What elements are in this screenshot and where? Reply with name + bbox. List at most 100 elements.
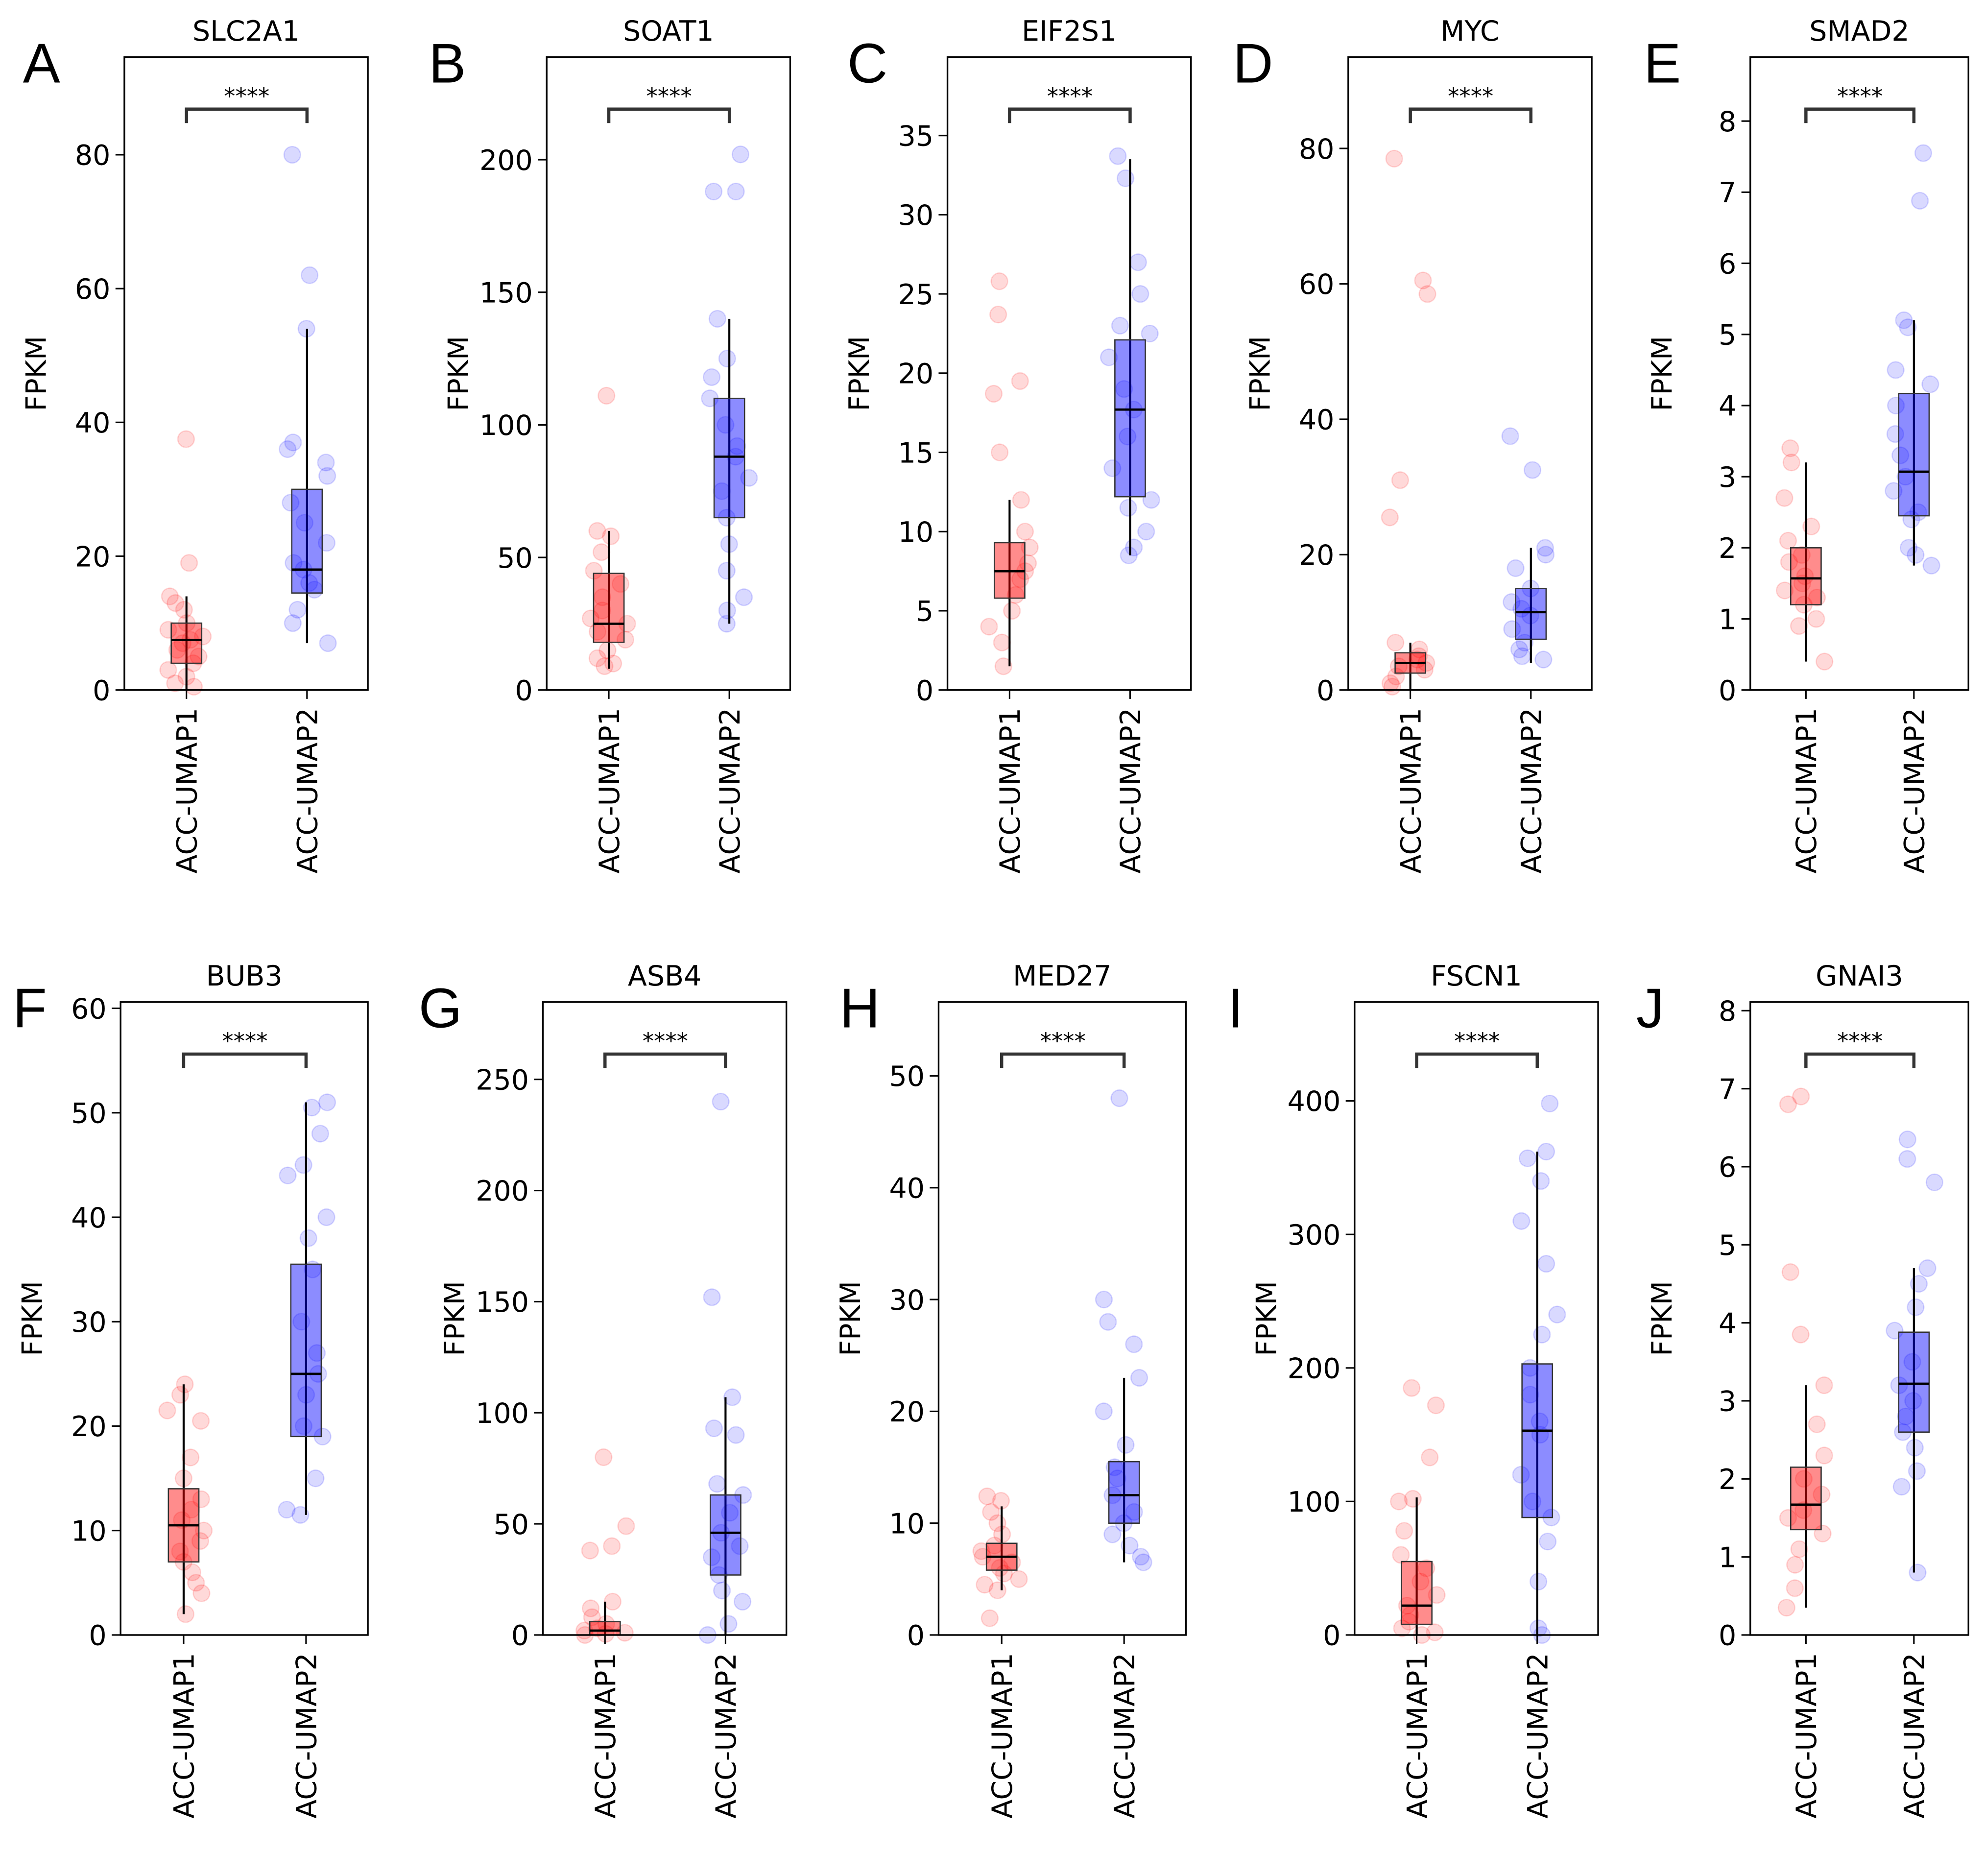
plot-frame bbox=[1749, 56, 1969, 691]
data-point bbox=[1898, 1130, 1916, 1149]
y-tick-label: 100 bbox=[1288, 1486, 1341, 1518]
y-tick-label: 10 bbox=[889, 1508, 925, 1540]
data-point bbox=[1120, 546, 1138, 564]
y-tick-label: 0 bbox=[1719, 1620, 1736, 1652]
y-tick-label: 80 bbox=[75, 140, 111, 172]
group-acc-umap2 bbox=[1512, 1094, 1566, 1644]
data-point bbox=[299, 1229, 317, 1247]
plot-frame bbox=[1749, 1001, 1969, 1636]
data-point bbox=[318, 1093, 336, 1111]
y-axis-label: FPKM bbox=[843, 336, 876, 411]
data-point bbox=[1922, 556, 1940, 575]
significance-label: **** bbox=[1448, 83, 1493, 109]
y-tick-label: 60 bbox=[71, 993, 107, 1025]
data-point bbox=[1515, 633, 1534, 652]
panel-title: SLC2A1 bbox=[192, 15, 300, 48]
data-point bbox=[168, 641, 186, 659]
data-point bbox=[159, 621, 177, 639]
panel-letter: C bbox=[847, 32, 887, 95]
data-point bbox=[1537, 1142, 1555, 1161]
data-point bbox=[1533, 1325, 1551, 1344]
y-tick-label: 0 bbox=[907, 1620, 925, 1652]
data-point bbox=[1103, 459, 1122, 478]
data-point bbox=[1418, 285, 1436, 303]
data-point bbox=[1792, 1325, 1810, 1344]
panel-letter: B bbox=[429, 32, 466, 95]
data-point bbox=[283, 145, 301, 164]
data-point bbox=[733, 1592, 752, 1611]
data-point bbox=[307, 1469, 325, 1488]
data-point bbox=[718, 601, 736, 620]
data-point bbox=[1886, 425, 1904, 443]
data-point bbox=[994, 657, 1012, 675]
data-point bbox=[1892, 1478, 1911, 1496]
panel-c: C EIF2S1 FPKM 0 5 10 15 20 25 30 35 ACC-UMAP1 ACC-UM… bbox=[843, 15, 1192, 874]
x-tick-label: ACC-UMAP2 bbox=[1899, 708, 1931, 874]
data-point bbox=[1428, 1586, 1446, 1604]
data-point bbox=[317, 1208, 335, 1227]
data-point bbox=[1012, 491, 1030, 509]
data-point bbox=[1141, 324, 1159, 343]
y-tick-label: 4 bbox=[1719, 1307, 1736, 1340]
data-point bbox=[1132, 1548, 1150, 1566]
group-acc-umap1 bbox=[158, 1375, 213, 1623]
significance-label: **** bbox=[643, 1028, 688, 1055]
data-point bbox=[317, 454, 335, 472]
data-point bbox=[735, 588, 753, 606]
data-point bbox=[1794, 1501, 1813, 1519]
data-point bbox=[988, 1581, 1006, 1599]
data-point bbox=[1908, 1462, 1926, 1480]
data-point bbox=[991, 443, 1009, 461]
plot-frame bbox=[123, 56, 369, 691]
data-point bbox=[1907, 546, 1925, 564]
y-tick-label: 5 bbox=[1719, 1229, 1736, 1262]
data-point bbox=[192, 1584, 211, 1602]
panel-title: SOAT1 bbox=[623, 15, 714, 48]
data-point bbox=[1501, 427, 1519, 445]
y-tick-label: 15 bbox=[898, 437, 934, 469]
data-point bbox=[291, 1506, 310, 1524]
x-tick-label: ACC-UMAP1 bbox=[1791, 708, 1823, 874]
data-point bbox=[1381, 674, 1400, 693]
data-point bbox=[717, 562, 736, 580]
data-point bbox=[1387, 667, 1405, 686]
panel-title: GNAI3 bbox=[1816, 960, 1903, 992]
data-point bbox=[708, 310, 726, 328]
data-point bbox=[284, 433, 302, 452]
data-point bbox=[1103, 1525, 1122, 1543]
y-tick-label: 20 bbox=[71, 1411, 107, 1443]
data-point bbox=[1512, 1466, 1530, 1484]
data-point bbox=[294, 1156, 312, 1174]
x-tick-label: ACC-UMAP1 bbox=[168, 1653, 201, 1819]
y-tick-label: 20 bbox=[75, 541, 111, 573]
panel-f: F BUB3 FPKM 0 10 20 30 40 50 60 ACC-UMAP1 ACC-UMAP2… bbox=[13, 960, 369, 1819]
y-axis-label: FPKM bbox=[20, 336, 52, 411]
y-tick-label: 2 bbox=[1719, 1464, 1736, 1496]
data-point bbox=[161, 587, 179, 605]
data-point bbox=[611, 575, 630, 593]
data-point bbox=[1786, 1556, 1804, 1574]
group-acc-umap2 bbox=[698, 1092, 752, 1644]
data-point bbox=[705, 1419, 723, 1438]
panel-letter: A bbox=[23, 32, 60, 95]
data-point bbox=[288, 601, 307, 619]
data-point bbox=[175, 601, 193, 619]
data-point bbox=[972, 1542, 990, 1560]
y-tick-label: 3 bbox=[1719, 1386, 1736, 1418]
data-point bbox=[1807, 610, 1825, 628]
y-tick-label: 100 bbox=[479, 409, 533, 442]
y-tick-label: 20 bbox=[889, 1396, 925, 1428]
y-tick-label: 40 bbox=[71, 1202, 107, 1234]
data-point bbox=[1775, 489, 1794, 507]
data-point bbox=[1390, 1492, 1408, 1511]
data-point bbox=[1895, 311, 1913, 329]
y-tick-label: 40 bbox=[889, 1172, 925, 1204]
data-point bbox=[166, 674, 184, 693]
data-point bbox=[285, 554, 303, 572]
data-point bbox=[1815, 1376, 1833, 1395]
panel-title: MED27 bbox=[1013, 960, 1112, 992]
group-acc-umap2 bbox=[1886, 1130, 1943, 1582]
y-tick-label: 60 bbox=[1299, 268, 1334, 301]
panel-title: EIF2S1 bbox=[1022, 15, 1117, 48]
y-tick-label: 1 bbox=[1719, 603, 1736, 636]
